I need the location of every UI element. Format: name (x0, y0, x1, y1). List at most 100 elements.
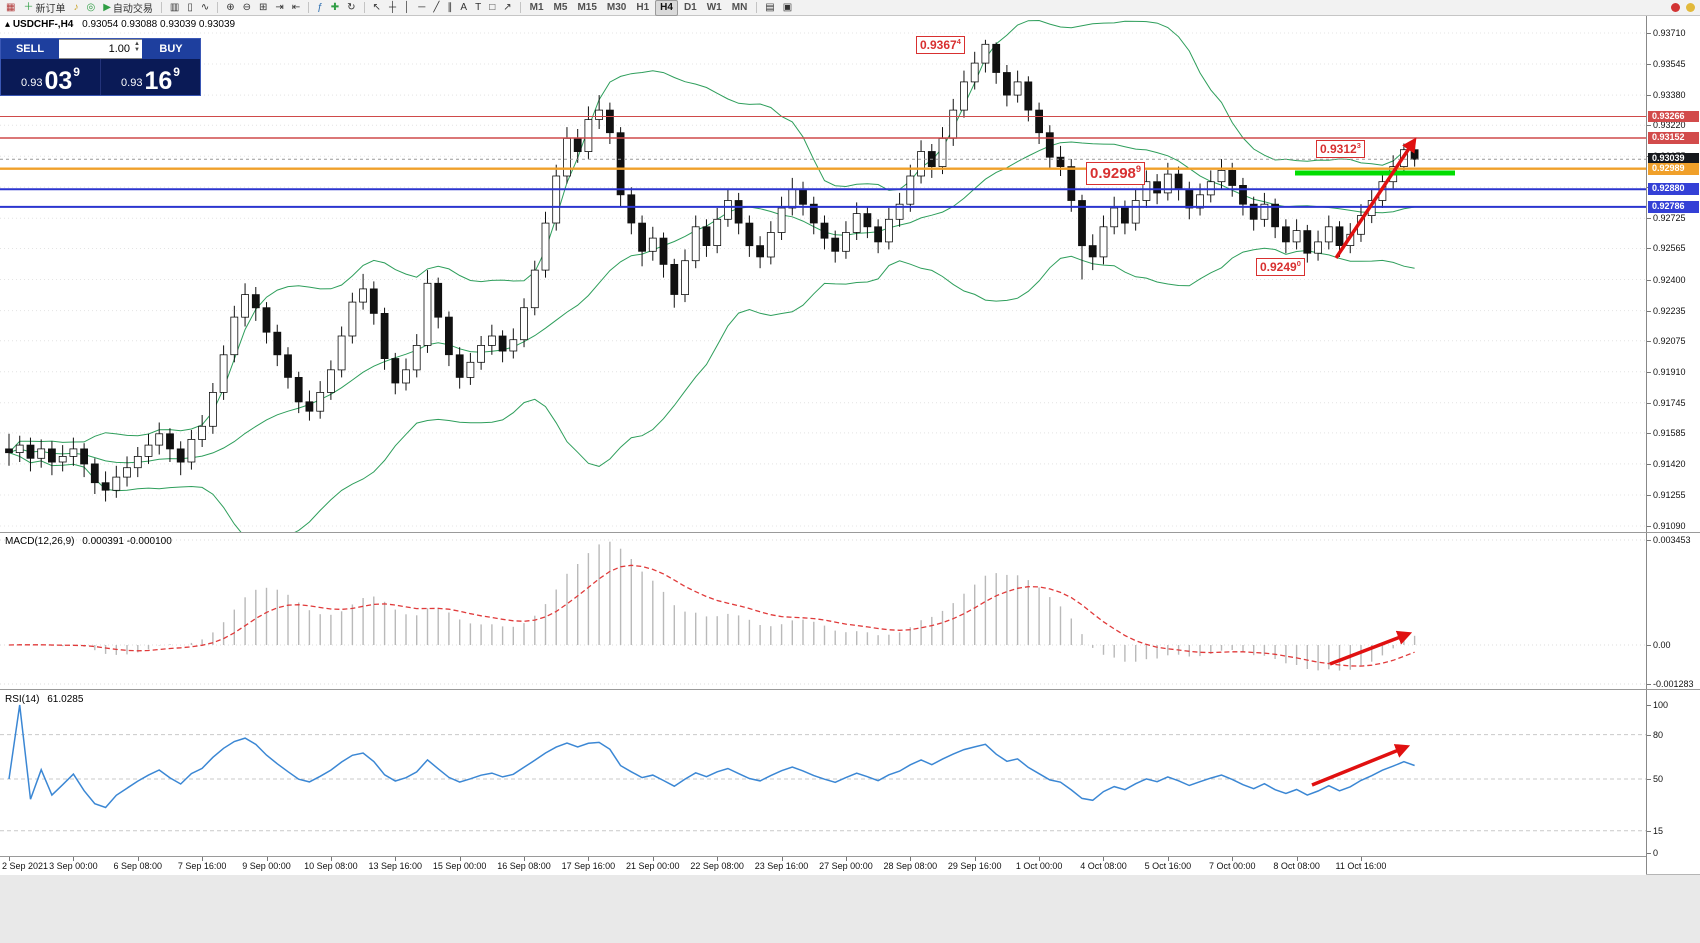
price-axis-label: 0.91255 (1653, 489, 1686, 500)
macd-panel[interactable] (0, 533, 1646, 689)
macd-label: MACD(12,26,9) 0.000391 -0.000100 (5, 536, 177, 547)
toolbar: ▦ ＋新订单 ♪ ◎ ▶ 自动交易 ▥ ▯ ∿ ⊕ ⊖ ⊞ ⇥ ⇤ ƒ ✚ ↻ ↖ ┼ │ ─ ╱ ∥ A T □ ↗ M1 M5 M15… (0, 0, 1700, 16)
cursor-icon: ↖ (372, 1, 381, 13)
axis-tick (1647, 705, 1651, 706)
add-indicator-icon: ✚ (330, 1, 340, 13)
price-flag[interactable]: 0.92989 (1086, 162, 1146, 186)
price-flag[interactable]: 0.92490 (1256, 258, 1305, 277)
timeframe-h1[interactable]: H1 (636, 2, 650, 13)
axis-tick (395, 857, 397, 861)
axis-tick (1647, 494, 1651, 496)
axis-tick (137, 857, 139, 861)
new-chart-icon[interactable]: ▦ (3, 1, 18, 15)
time-axis-label: 7 Oct 00:00 (1208, 861, 1256, 871)
axis-tick (1647, 95, 1651, 97)
price-flag[interactable]: 0.93123 (1316, 140, 1365, 159)
macd-axis-label: -0.001283 (1653, 679, 1694, 689)
volume-input[interactable]: 1.00 ▲ ▼ (59, 39, 142, 59)
cursor-icon[interactable]: ↖ (370, 1, 384, 15)
axis-tick (1647, 539, 1651, 541)
text-tool-icon[interactable]: A (457, 1, 470, 15)
panel-separator[interactable] (0, 689, 1700, 690)
template-icon[interactable]: ▤ (762, 1, 777, 15)
candlestick-chart-icon[interactable]: ▯ (184, 1, 196, 15)
axis-tick (1647, 853, 1651, 854)
vertical-line-tool-icon[interactable]: │ (401, 1, 413, 15)
timeframe-w1[interactable]: W1 (706, 2, 722, 13)
trendline-tool-icon[interactable]: ╱ (430, 1, 442, 15)
shapes-tool-icon[interactable]: □ (486, 1, 498, 15)
main-chart[interactable] (0, 16, 1646, 532)
timeframe-h4[interactable]: H4 (655, 0, 678, 16)
chart-area: ▴ USDCHF-,H4 0.93054 0.93088 0.93039 0.9… (0, 16, 1700, 943)
horizontal-level-lines[interactable] (0, 116, 1646, 208)
price-axis[interactable]: 0.937100.935450.933800.932200.930550.928… (1646, 16, 1700, 874)
add-indicator-icon[interactable]: ✚ (328, 1, 342, 15)
time-axis-label: 21 Sep 00:00 (626, 861, 680, 871)
tile-windows-icon: ⊞ (259, 1, 268, 13)
zoom-out-icon[interactable]: ⊖ (240, 1, 254, 15)
time-axis-label: 1 Oct 00:00 (1015, 861, 1063, 871)
label-tool-icon[interactable]: T (472, 1, 484, 15)
toolbar-separator (756, 2, 758, 13)
timeframe-m1[interactable]: M1 (529, 2, 544, 13)
zoom-in-icon[interactable]: ⊕ (223, 1, 237, 15)
price-flag[interactable]: 0.93674 (916, 36, 965, 55)
price-axis-label: 0.92400 (1653, 274, 1686, 285)
panel-separator[interactable] (0, 532, 1700, 533)
indicators-icon: ƒ (317, 1, 323, 13)
timeframe-m30[interactable]: M30 (606, 2, 627, 13)
refresh-icon[interactable]: ↻ (344, 1, 358, 15)
autotrading-button[interactable]: ▶ 自动交易 (103, 1, 153, 15)
new-order-button[interactable]: ＋新订单 (23, 1, 66, 15)
timeframe-m5[interactable]: M5 (553, 2, 568, 13)
news-icon[interactable]: ◎ (83, 1, 98, 15)
axis-tick (1647, 684, 1651, 685)
bar-chart-icon[interactable]: ▥ (167, 1, 182, 15)
volume-stepper-icons[interactable]: ▲ ▼ (134, 41, 140, 53)
auto-scroll-icon[interactable]: ⇥ (272, 1, 286, 15)
indicators-icon[interactable]: ƒ (314, 1, 326, 15)
axis-tick (588, 857, 590, 861)
channel-tool-icon[interactable]: ∥ (444, 1, 455, 15)
sound-icon[interactable]: ♪ (70, 1, 81, 15)
symbol-title: USDCHF-,H4 (12, 19, 74, 30)
buy-price-big: 16 (144, 66, 173, 95)
time-axis[interactable]: 2 Sep 2021 3 Sep 00:00 6 Sep 08:00 7 Sep 16… (0, 856, 1646, 875)
horizontal-line-tool-icon[interactable]: ─ (415, 1, 428, 15)
timeframe-m15[interactable]: M15 (577, 2, 597, 13)
axis-tick (1647, 463, 1651, 465)
axis-tick (1647, 645, 1651, 646)
axis-tick (1647, 526, 1651, 527)
chart-shift-icon[interactable]: ⇤ (289, 1, 303, 15)
buy-button[interactable]: BUY (142, 39, 200, 59)
arrow-tool-icon[interactable]: ↗ (500, 1, 514, 15)
rsi-panel[interactable] (0, 691, 1646, 855)
time-axis-label: 16 Sep 08:00 (497, 861, 551, 871)
crosshair-icon[interactable]: ┼ (386, 1, 399, 15)
time-axis-label: 27 Sep 00:00 (819, 861, 873, 871)
axis-tick (1647, 218, 1651, 220)
sell-button[interactable]: SELL (1, 39, 59, 59)
vertical-line-tool-icon: │ (404, 1, 411, 13)
time-axis-label: 13 Sep 16:00 (368, 861, 423, 871)
axis-tick (1360, 857, 1362, 861)
line-chart-icon[interactable]: ∿ (198, 1, 212, 15)
axis-tick (845, 857, 847, 861)
buy-price[interactable]: 0.93 16 9 (101, 59, 200, 95)
sell-price[interactable]: 0.93 03 9 (1, 59, 101, 95)
price-axis-label: 0.92565 (1653, 243, 1686, 254)
rsi-axis-label: 80 (1653, 729, 1664, 740)
candlestick-chart-icon: ▯ (187, 1, 193, 13)
axis-tick (974, 857, 976, 861)
window-list-icon[interactable]: ▣ (780, 1, 795, 15)
tile-windows-icon[interactable]: ⊞ (256, 1, 270, 15)
toolbar-separator (519, 2, 521, 13)
rsi-value: 61.0285 (47, 694, 84, 705)
axis-tick (459, 857, 461, 861)
macd-axis-label: 0.003453 (1653, 534, 1691, 545)
axis-tick (330, 857, 332, 861)
timeframe-mn[interactable]: MN (731, 2, 748, 13)
timeframe-d1[interactable]: D1 (683, 2, 697, 13)
bollinger-bands (8, 19, 1415, 532)
